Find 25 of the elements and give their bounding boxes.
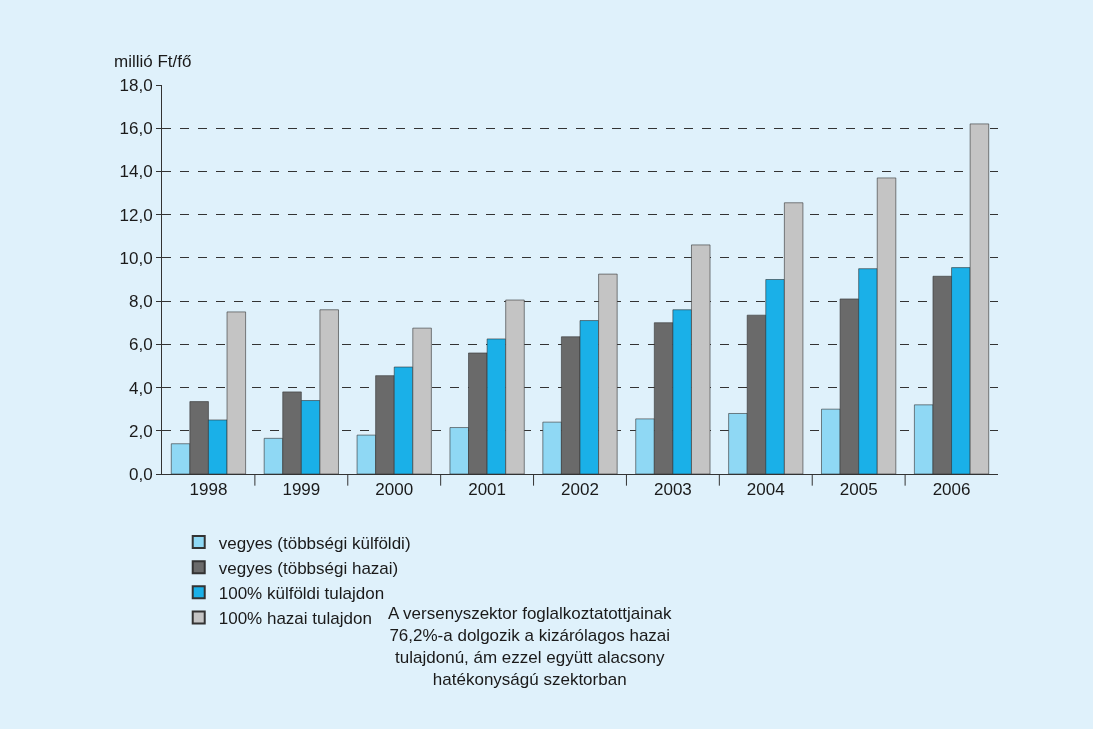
legend-label: 100% külföldi tulajdon (218, 583, 385, 603)
y-tick-label: 10,0 (119, 248, 153, 268)
legend-label: vegyes (többségi hazai) (218, 558, 399, 578)
x-tick-label: 2000 (375, 480, 414, 500)
x-tick-label: 2002 (561, 480, 599, 500)
y-tick-label: 18,0 (119, 75, 153, 95)
y-tick-label: 6,0 (128, 335, 153, 355)
legend-label: vegyes (többségi külföldi) (218, 533, 411, 553)
y-tick-label: 4,0 (128, 378, 153, 398)
x-tick-label: 2003 (653, 480, 692, 500)
y-tick-label: 2,0 (128, 421, 153, 441)
x-tick-label: 2004 (746, 480, 785, 500)
y-axis-title: millió Ft/fő (114, 52, 192, 71)
y-tick-label: 0,0 (128, 464, 153, 484)
x-tick-label: 2005 (839, 480, 878, 500)
y-tick-label: 16,0 (119, 119, 153, 139)
x-tick-label: 2006 (932, 480, 971, 500)
y-tick-label: 14,0 (119, 162, 153, 182)
text: A versenyszektor foglalkoztatottjainak 76,2%-a dolgozik a kizárólagos hazai tulajdonú, ám ezzel együtt alacsony hatékonyságú szektorban (388, 604, 672, 690)
x-tick-label: 1999 (282, 480, 321, 500)
x-tick-label: 2001 (468, 480, 507, 500)
y-tick-label: 8,0 (128, 292, 153, 312)
y-tick-label: 12,0 (119, 205, 153, 225)
x-tick-label: 1998 (189, 480, 228, 500)
legend-label: 100% hazai tulajdon (218, 609, 372, 629)
